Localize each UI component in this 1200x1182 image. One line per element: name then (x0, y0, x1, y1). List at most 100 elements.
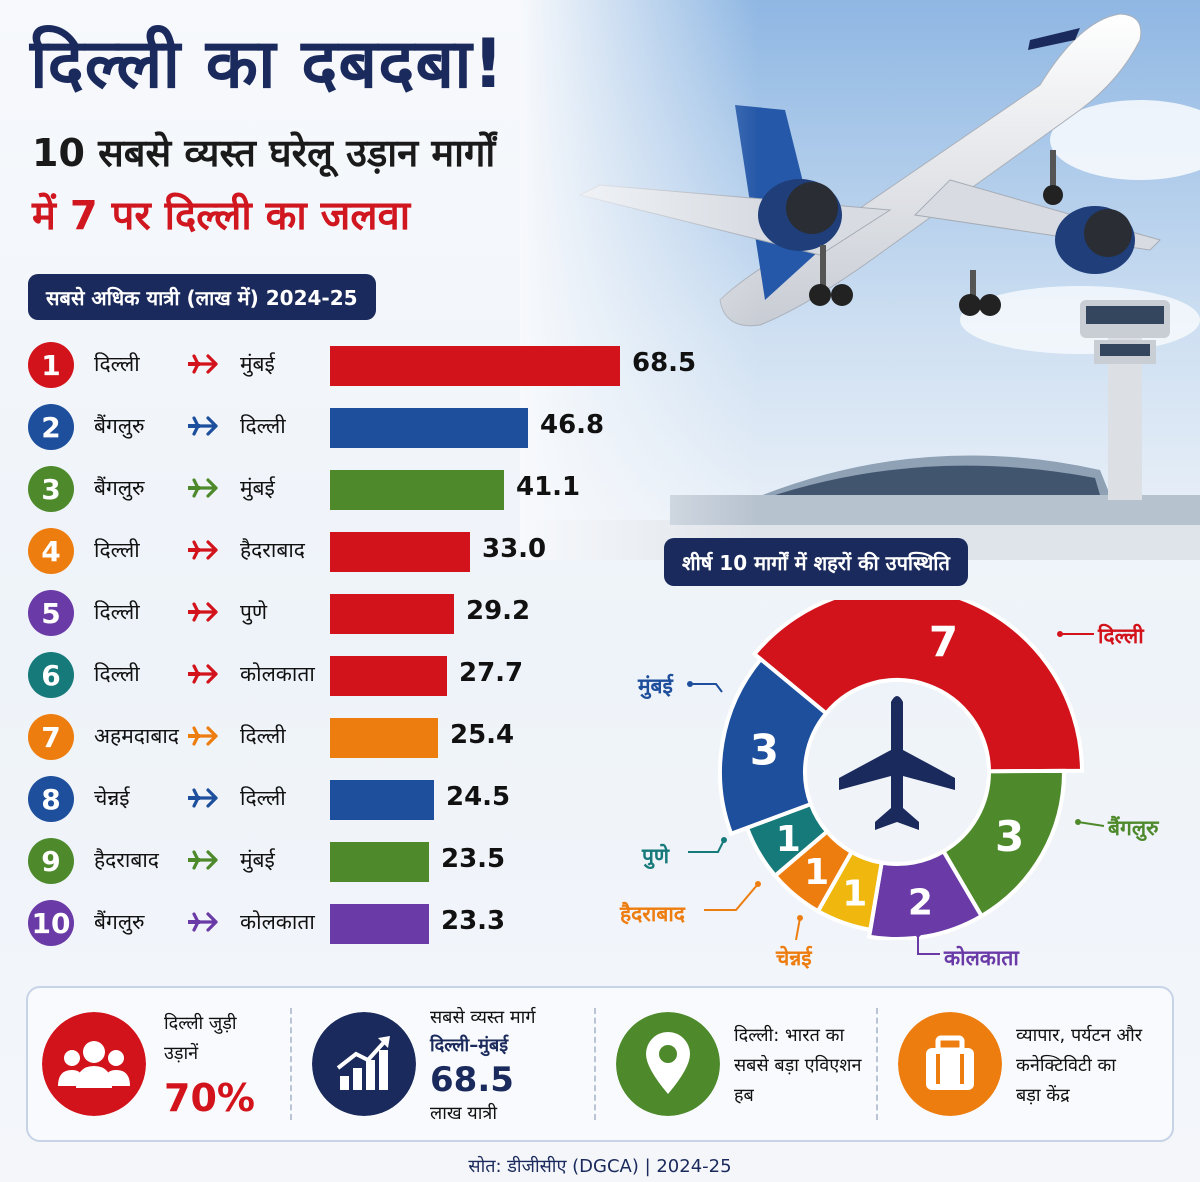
donut-slice (751, 600, 1085, 774)
route-value-label: 23.3 (441, 906, 506, 936)
route-bar (330, 780, 434, 820)
rank-badge: 2 (28, 404, 74, 450)
route-destination: दिल्ली (240, 786, 286, 810)
donut-slice-value: 1 (842, 874, 867, 915)
route-row: 6 दिल्ली कोलकाता 27.7 (28, 650, 728, 702)
route-row: 8 चेन्नई दिल्ली 24.5 (28, 774, 728, 826)
route-value-label: 46.8 (540, 410, 605, 440)
route-row: 10 बैंगलुरु कोलकाता 23.3 (28, 898, 728, 950)
route-bar (330, 718, 438, 758)
stat1-line2: उड़ानें (164, 1043, 199, 1064)
route-origin: हैदराबाद (94, 848, 159, 872)
route-destination: पुणे (240, 600, 268, 624)
rank-badge: 4 (28, 528, 74, 574)
rank-badge: 3 (28, 466, 74, 512)
stat2-value: 68.5 (430, 1060, 514, 1100)
route-row: 3 बैंगलुरु मुंबई 41.1 (28, 464, 728, 516)
plane-arrow-icon (186, 718, 222, 754)
stat1-value: 70% (164, 1076, 255, 1120)
donut-slice (718, 656, 829, 837)
donut-slice (866, 848, 985, 940)
stat-card-aviation-hub: दिल्ली: भारत का सबसे बड़ा एविएशन हब (602, 988, 876, 1140)
route-row: 7 अहमदाबाद दिल्ली 25.4 (28, 712, 728, 764)
route-bar (330, 656, 447, 696)
route-destination: मुंबई (240, 848, 275, 872)
bar-growth-icon (312, 1012, 416, 1116)
route-bar (330, 594, 454, 634)
donut-city-label: दिल्ली (1098, 624, 1144, 648)
route-row: 9 हैदराबाद मुंबई 23.5 (28, 836, 728, 888)
stat2-line2: दिल्ली–मुंबई (430, 1035, 509, 1056)
route-bar (330, 408, 528, 448)
route-destination: कोलकाता (240, 910, 315, 934)
plane-arrow-icon (186, 594, 222, 630)
route-value-label: 68.5 (632, 348, 697, 378)
route-origin: चेन्नई (94, 786, 130, 810)
location-pin-icon (616, 1012, 720, 1116)
rank-badge: 5 (28, 590, 74, 636)
donut-slice-value: 2 (908, 882, 933, 923)
donut-city-label: पुणे (642, 844, 670, 868)
stat3-line2: सबसे बड़ा एविएशन (734, 1055, 862, 1076)
route-destination: कोलकाता (240, 662, 315, 686)
donut-slice-value: 3 (750, 726, 779, 775)
people-icon (42, 1012, 146, 1116)
route-value-label: 25.4 (450, 720, 515, 750)
divider (594, 1008, 596, 1120)
route-origin: बैंगलुरु (94, 414, 145, 438)
route-bar (330, 842, 429, 882)
route-destination: मुंबई (240, 476, 275, 500)
donut-city-label: मुंबई (638, 674, 673, 698)
route-value-label: 24.5 (446, 782, 511, 812)
pie-chart-heading: शीर्ष 10 मार्गों में शहरों की उपस्थिति (664, 538, 968, 586)
donut-slice-value: 3 (995, 812, 1024, 861)
route-destination: दिल्ली (240, 414, 286, 438)
stat2-line1: सबसे व्यस्त मार्ग (430, 1007, 536, 1028)
plane-arrow-icon (186, 470, 222, 506)
route-origin: दिल्ली (94, 538, 140, 562)
route-row: 1 दिल्ली मुंबई 68.5 (28, 340, 728, 392)
route-origin: दिल्ली (94, 352, 140, 376)
route-value-label: 27.7 (459, 658, 524, 688)
route-value-label: 29.2 (466, 596, 531, 626)
subtitle-line-2: में 7 पर दिल्ली का जलवा (32, 193, 411, 239)
donut-slice-value: 1 (804, 852, 829, 893)
rank-badge: 8 (28, 776, 74, 822)
stat4-line3: बड़ा केंद्र (1016, 1085, 1070, 1106)
bar-chart-heading: सबसे अधिक यात्री (लाख में) 2024-25 (28, 274, 376, 320)
route-destination: हैदराबाद (240, 538, 305, 562)
donut-city-label: बैंगलुरु (1108, 816, 1159, 840)
plane-arrow-icon (186, 656, 222, 692)
airplane-icon (839, 696, 955, 830)
stat-card-delhi-flights: दिल्ली जुड़ी उड़ानें 70% (28, 988, 294, 1140)
route-row: 4 दिल्ली हैदराबाद 33.0 (28, 526, 728, 578)
rank-badge: 10 (28, 900, 74, 946)
route-destination: दिल्ली (240, 724, 286, 748)
stat3-line1: दिल्ली: भारत का (734, 1025, 845, 1046)
divider (290, 1008, 292, 1120)
stats-panel: दिल्ली जुड़ी उड़ानें 70% सबसे व्यस्त मार… (26, 986, 1174, 1142)
stat3-line3: हब (734, 1085, 754, 1106)
rank-badge: 1 (28, 342, 74, 388)
plane-arrow-icon (186, 904, 222, 940)
route-bar (330, 346, 620, 386)
plane-arrow-icon (186, 842, 222, 878)
source-note: सोत: डीजीसीए (DGCA) | 2024-25 (468, 1156, 732, 1177)
route-bar (330, 904, 429, 944)
airport-plane-illustration (520, 0, 1200, 560)
stat-card-busiest-route: सबसे व्यस्त मार्ग दिल्ली–मुंबई 68.5 लाख … (298, 988, 598, 1140)
plane-arrow-icon (186, 532, 222, 568)
plane-arrow-icon (186, 780, 222, 816)
plane-arrow-icon (186, 346, 222, 382)
route-origin: दिल्ली (94, 600, 140, 624)
divider (876, 1008, 878, 1120)
route-origin: बैंगलुरु (94, 476, 145, 500)
route-origin: अहमदाबाद (94, 724, 179, 748)
plane-arrow-icon (186, 408, 222, 444)
rank-badge: 9 (28, 838, 74, 884)
page-title: दिल्ली का दबदबा! (30, 25, 505, 104)
subtitle-line-1: 10 सबसे व्यस्त घरेलू उड़ान मार्गों (32, 131, 496, 175)
donut-city-label: हैदराबाद (620, 902, 685, 926)
stat4-line2: कनेक्टिविटी का (1016, 1055, 1116, 1076)
